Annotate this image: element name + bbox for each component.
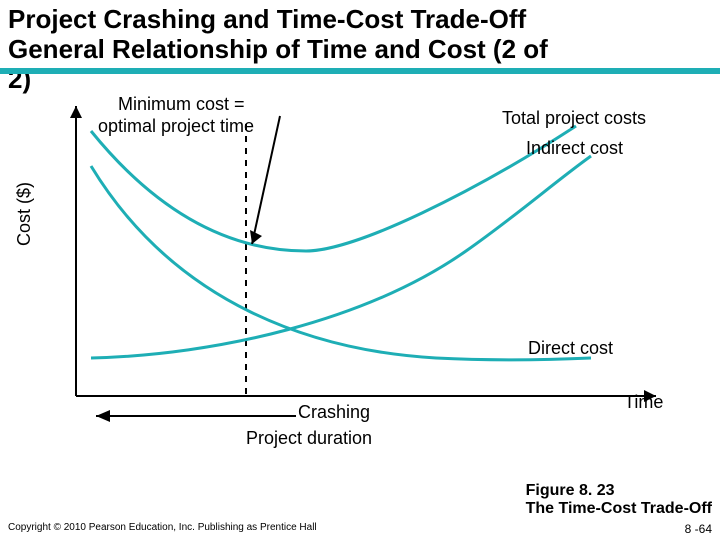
chart-area: Cost ($) Time Minimum cost = optimal pro… <box>36 96 676 456</box>
figure-caption-line2: The Time-Cost Trade-Off <box>526 500 712 518</box>
copyright-text: Copyright © 2010 Pearson Education, Inc.… <box>8 522 317 534</box>
mincost-label-1: Minimum cost = <box>118 94 245 115</box>
direct-cost-label: Direct cost <box>528 338 613 359</box>
slide-title: Project Crashing and Time-Cost Trade-Off… <box>8 4 712 94</box>
figure-caption: Figure 8. 23 The Time-Cost Trade-Off <box>526 482 712 518</box>
mincost-label-2: optimal project time <box>98 116 254 137</box>
total-cost-label: Total project costs <box>502 108 646 129</box>
title-line-2: General Relationship of Time and Cost (2… <box>8 34 712 64</box>
slide: Project Crashing and Time-Cost Trade-Off… <box>0 0 720 540</box>
accent-bar <box>0 68 720 74</box>
x-axis-label: Time <box>624 392 663 413</box>
page-number: 8 -64 <box>685 522 712 536</box>
y-axis-label: Cost ($) <box>14 182 35 246</box>
indirect-cost-label: Indirect cost <box>526 138 623 159</box>
duration-label: Project duration <box>246 428 372 449</box>
crashing-label: Crashing <box>298 402 370 423</box>
figure-caption-line1: Figure 8. 23 <box>526 482 712 500</box>
title-line-1: Project Crashing and Time-Cost Trade-Off <box>8 4 712 34</box>
